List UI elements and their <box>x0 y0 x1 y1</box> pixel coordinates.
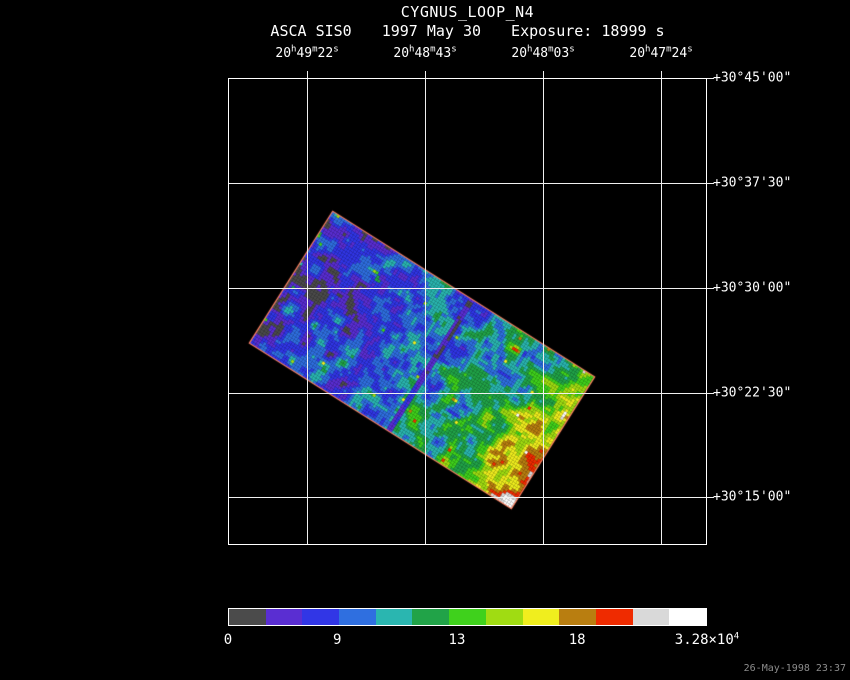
ra-value: 20 <box>393 46 410 61</box>
dec-tick-mark <box>707 78 714 79</box>
colorbar-segment <box>485 609 523 625</box>
dec-tick-mark <box>707 497 714 498</box>
ra-tick-mark <box>307 71 308 78</box>
grid-line-ra <box>425 78 426 545</box>
colorbar-tick-label: 9 <box>332 632 342 648</box>
creation-timestamp: 26-May-1998 23:37 <box>743 663 846 674</box>
grid-line-ra <box>661 78 662 545</box>
dec-tick-label: +30°30'00" <box>713 280 792 296</box>
colorbar-tick-label: 18 <box>568 632 586 648</box>
ra-unit: h <box>527 44 533 55</box>
colorbar-scale: 0 9 13 18 3.28×104 <box>224 632 739 652</box>
ra-value: 20 <box>629 46 646 61</box>
grid-line-dec <box>228 183 707 184</box>
ra-unit: m <box>666 44 672 55</box>
colorbar-segment <box>559 609 596 625</box>
ra-unit: s <box>569 44 575 55</box>
ra-unit: h <box>409 44 415 55</box>
ra-tick-mark <box>425 71 426 78</box>
dec-tick-label: +30°15'00" <box>713 489 792 505</box>
ra-unit: s <box>687 44 693 55</box>
ra-value: 49 <box>296 46 313 61</box>
ra-unit: m <box>548 44 554 55</box>
dec-tick-label: +30°37'30" <box>713 175 792 191</box>
grid-line-dec <box>228 497 707 498</box>
ra-value: 20 <box>275 46 292 61</box>
colorbar-tick-label: 13 <box>448 632 466 648</box>
ra-tick-mark <box>543 71 544 78</box>
ra-value: 47 <box>650 46 667 61</box>
dec-tick-mark <box>707 288 714 289</box>
ra-value: 43 <box>435 46 452 61</box>
ra-value: 48 <box>414 46 431 61</box>
ra-unit: s <box>451 44 457 55</box>
colorbar-segment <box>595 609 633 625</box>
ra-tick-label: 20h48m03s <box>511 44 575 62</box>
colorbar <box>228 608 707 626</box>
dec-tick-mark <box>707 183 714 184</box>
colorbar-tick-label: 0 <box>223 632 233 648</box>
dec-tick-mark <box>707 393 714 394</box>
ra-tick-mark <box>661 71 662 78</box>
colorbar-segment <box>302 609 340 625</box>
ra-unit: s <box>333 44 339 55</box>
ra-value: 20 <box>511 46 528 61</box>
grid-line-dec <box>228 393 707 394</box>
ra-value: 48 <box>532 46 549 61</box>
grid-line-ra <box>543 78 544 545</box>
plot-frame <box>228 78 707 545</box>
colorbar-segment <box>229 609 266 625</box>
colorbar-segment <box>632 609 670 625</box>
ra-unit: h <box>645 44 651 55</box>
ra-value: 24 <box>671 46 688 61</box>
colorbar-segment <box>339 609 376 625</box>
ra-tick-label: 20h48m43s <box>393 44 457 62</box>
ra-unit: m <box>312 44 318 55</box>
ra-unit: m <box>430 44 436 55</box>
ra-tick-label: 20h49m22s <box>275 44 339 62</box>
grid-line-dec <box>228 288 707 289</box>
colorbar-segment <box>449 609 486 625</box>
ra-tick-label: 20h47m24s <box>629 44 693 62</box>
colorbar-segment <box>522 609 560 625</box>
colorbar-segment <box>375 609 413 625</box>
colorbar-max-exponent: 4 <box>733 631 740 642</box>
colorbar-max-label: 3.28×104 <box>675 632 739 648</box>
dec-tick-label: +30°45'00" <box>713 70 792 86</box>
dec-tick-label: +30°22'30" <box>713 385 792 401</box>
colorbar-segment <box>265 609 303 625</box>
colorbar-max-mantissa: 3.28×10 <box>674 632 734 648</box>
colorbar-segment <box>412 609 450 625</box>
ra-unit: h <box>291 44 297 55</box>
colorbar-segment <box>669 609 706 625</box>
ra-value: 03 <box>553 46 570 61</box>
grid-line-ra <box>307 78 308 545</box>
ra-value: 22 <box>317 46 334 61</box>
